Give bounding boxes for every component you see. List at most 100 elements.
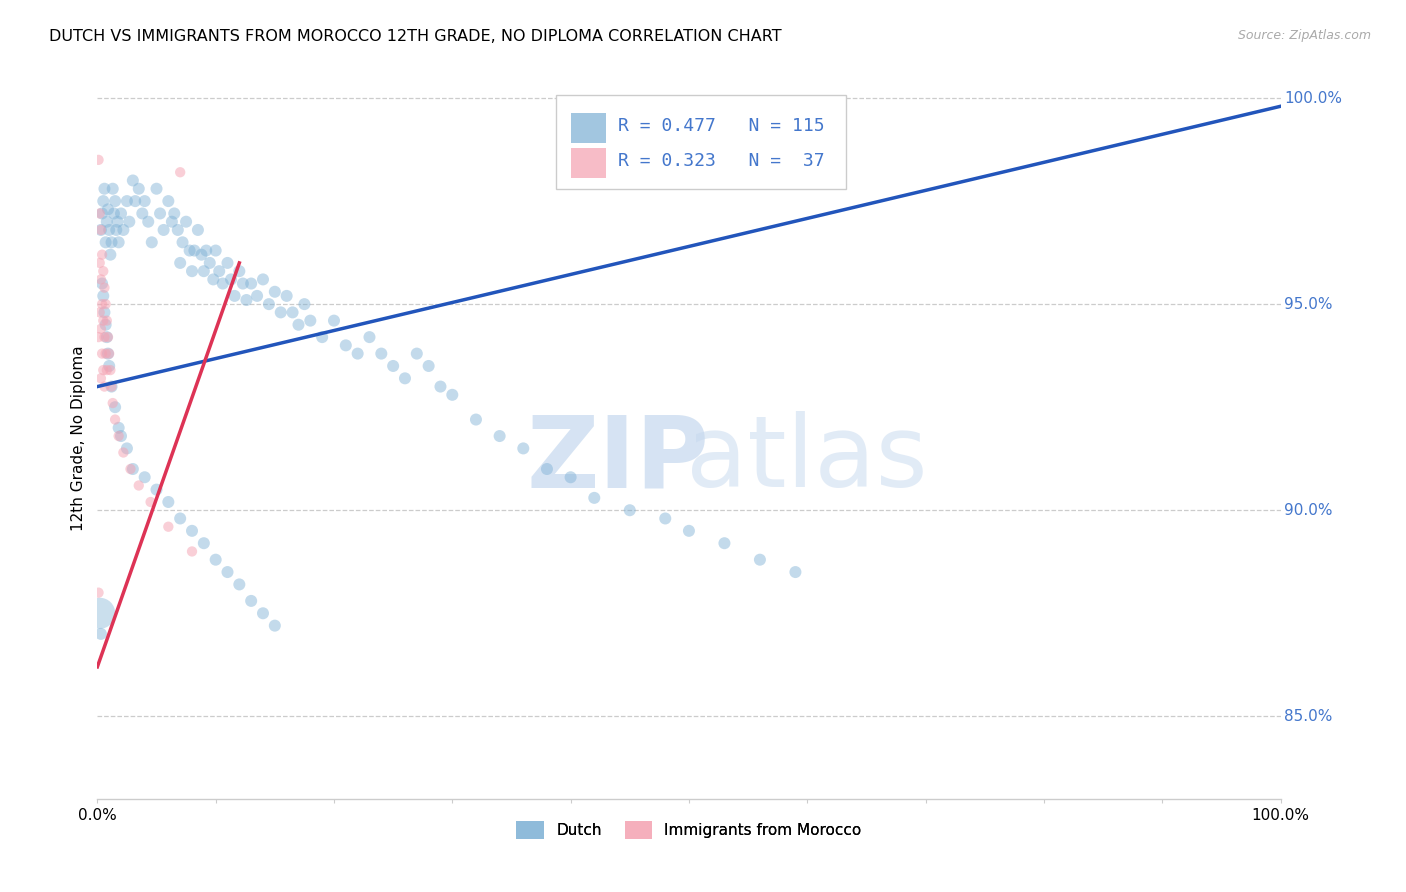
Point: [157, 519, 180, 533]
Point: [252, 272, 274, 286]
Legend: Dutch, Immigrants from Morocco: Dutch, Immigrants from Morocco: [510, 815, 868, 846]
Point: [136, 215, 159, 229]
Point: [89, 256, 111, 270]
Point: [346, 346, 368, 360]
Point: [157, 194, 180, 208]
Point: [235, 293, 257, 307]
Point: [217, 565, 239, 579]
Point: [96, 363, 118, 377]
Point: [87, 153, 110, 167]
Point: [263, 618, 285, 632]
Point: [107, 235, 129, 250]
Y-axis label: 12th Grade, No Diploma: 12th Grade, No Diploma: [72, 345, 86, 531]
Point: [107, 421, 129, 435]
Point: [217, 256, 239, 270]
Point: [202, 272, 225, 286]
Point: [90, 223, 112, 237]
Point: [748, 552, 770, 566]
Point: [441, 388, 464, 402]
Point: [100, 379, 122, 393]
Text: ZIP: ZIP: [526, 411, 710, 508]
Point: [488, 429, 510, 443]
Point: [172, 235, 194, 250]
Point: [323, 313, 346, 327]
Point: [149, 206, 172, 220]
Point: [97, 330, 120, 344]
Point: [91, 297, 114, 311]
Point: [91, 264, 114, 278]
Point: [104, 412, 127, 426]
Point: [91, 363, 114, 377]
Point: [240, 594, 263, 608]
Point: [204, 552, 226, 566]
Point: [382, 359, 405, 373]
Point: [107, 215, 129, 229]
Point: [93, 379, 115, 393]
Bar: [571, 148, 606, 178]
Point: [181, 544, 204, 558]
Point: [232, 277, 254, 291]
Point: [90, 627, 112, 641]
Point: [134, 470, 156, 484]
Point: [101, 182, 124, 196]
Point: [198, 256, 221, 270]
Point: [193, 264, 215, 278]
Point: [115, 442, 138, 456]
Point: [134, 194, 156, 208]
Point: [145, 182, 167, 196]
Point: [104, 194, 127, 208]
Point: [294, 297, 316, 311]
Point: [104, 400, 127, 414]
Point: [654, 511, 676, 525]
Point: [90, 272, 112, 286]
Point: [370, 346, 392, 360]
Point: [87, 330, 110, 344]
Point: [90, 322, 112, 336]
Point: [105, 223, 128, 237]
Point: [179, 244, 201, 258]
Point: [281, 305, 304, 319]
Point: [91, 313, 114, 327]
Point: [115, 194, 138, 208]
Point: [120, 462, 142, 476]
Point: [713, 536, 735, 550]
Point: [96, 313, 118, 327]
Point: [187, 223, 209, 237]
Point: [299, 313, 322, 327]
Point: [335, 338, 357, 352]
Point: [429, 379, 451, 393]
Point: [257, 297, 280, 311]
Point: [183, 244, 205, 258]
Point: [96, 215, 118, 229]
Point: [100, 379, 122, 393]
Point: [94, 297, 117, 311]
Point: [169, 511, 191, 525]
Point: [405, 346, 427, 360]
Point: [91, 248, 114, 262]
Point: [219, 272, 242, 286]
Point: [394, 371, 416, 385]
Point: [121, 462, 143, 476]
Point: [98, 346, 121, 360]
Point: [98, 359, 121, 373]
Point: [583, 491, 606, 505]
Bar: [557, 95, 846, 189]
Point: [139, 495, 162, 509]
Point: [195, 244, 218, 258]
Point: [87, 585, 110, 599]
Point: [112, 445, 135, 459]
Point: [98, 248, 121, 262]
Point: [90, 223, 112, 237]
Point: [536, 462, 558, 476]
Point: [166, 223, 188, 237]
Point: [93, 305, 115, 319]
Point: [98, 223, 121, 237]
Point: [91, 206, 114, 220]
Point: [512, 442, 534, 456]
Point: [96, 330, 118, 344]
Point: [270, 305, 292, 319]
Point: [240, 277, 263, 291]
Point: [90, 371, 112, 385]
Point: [785, 565, 807, 579]
Point: [91, 346, 114, 360]
